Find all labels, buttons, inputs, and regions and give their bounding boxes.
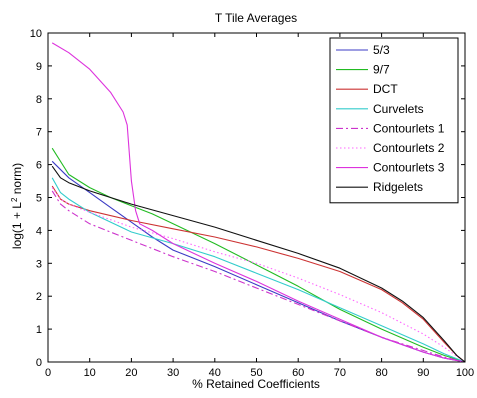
y-tick-label: 6 (36, 160, 42, 172)
legend-label-9-7: 9/7 (373, 63, 390, 77)
legend-label-5-3: 5/3 (373, 43, 390, 57)
y-axis-label: log(1 + L2 norm) (10, 163, 25, 249)
x-tick-label: 0 (45, 367, 51, 379)
legend-box (329, 37, 459, 204)
x-tick-label: 80 (375, 367, 387, 379)
legend-label-curvelets: Curvelets (373, 102, 424, 116)
legend-label-dct: DCT (373, 82, 398, 96)
y-axis-label-post: norm) (10, 163, 24, 198)
x-tick-label: 70 (334, 367, 346, 379)
series-line-contourlets-3 (51, 42, 466, 363)
x-tick-label: 30 (167, 367, 179, 379)
y-axis-label-sup: 2 (10, 197, 19, 202)
y-tick-label: 2 (36, 291, 42, 303)
y-tick-label: 5 (36, 193, 42, 205)
y-tick-label: 9 (36, 61, 42, 73)
x-tick-label: 100 (456, 367, 474, 379)
series-line-curvelets (51, 177, 466, 363)
axis-ticks: 0 10 20 30 40 50 60 70 80 90 100 0 1 2 3 4 5 6 7 8 9 10 (30, 28, 474, 379)
x-tick-label: 20 (125, 367, 137, 379)
y-tick-label: 10 (30, 28, 42, 40)
y-tick-label: 0 (36, 357, 42, 369)
y-tick-label: 8 (36, 94, 42, 106)
series-line-9-7 (51, 147, 466, 363)
series-line-ridgelets (51, 165, 466, 363)
chart-title: T Tile Averages (215, 11, 297, 25)
y-tick-label: 1 (36, 324, 42, 336)
legend-label-ridgelets: Ridgelets (373, 180, 423, 194)
legend: 5/3 9/7 DCT Curvelets Contourlets 1 Contourle… (329, 37, 459, 204)
x-tick-label: 10 (84, 367, 96, 379)
series-line-dct (51, 185, 466, 363)
series-layer (51, 42, 466, 363)
legend-label-contourlets-1: Contourlets 1 (373, 121, 445, 135)
series-line-contourlets-1 (51, 190, 466, 363)
y-tick-label: 4 (36, 225, 42, 237)
y-axis-label-pre: log(1 + L (10, 202, 24, 249)
y-tick-label: 7 (36, 127, 42, 139)
legend-label-contourlets-3: Contourlets 3 (373, 161, 445, 175)
x-tick-label: 60 (292, 367, 304, 379)
x-axis-label: % Retained Coefficients (192, 377, 320, 391)
x-tick-label: 50 (250, 367, 262, 379)
x-tick-label: 40 (209, 367, 221, 379)
y-tick-label: 3 (36, 258, 42, 270)
x-tick-label: 90 (417, 367, 429, 379)
legend-label-contourlets-2: Contourlets 2 (373, 141, 445, 155)
